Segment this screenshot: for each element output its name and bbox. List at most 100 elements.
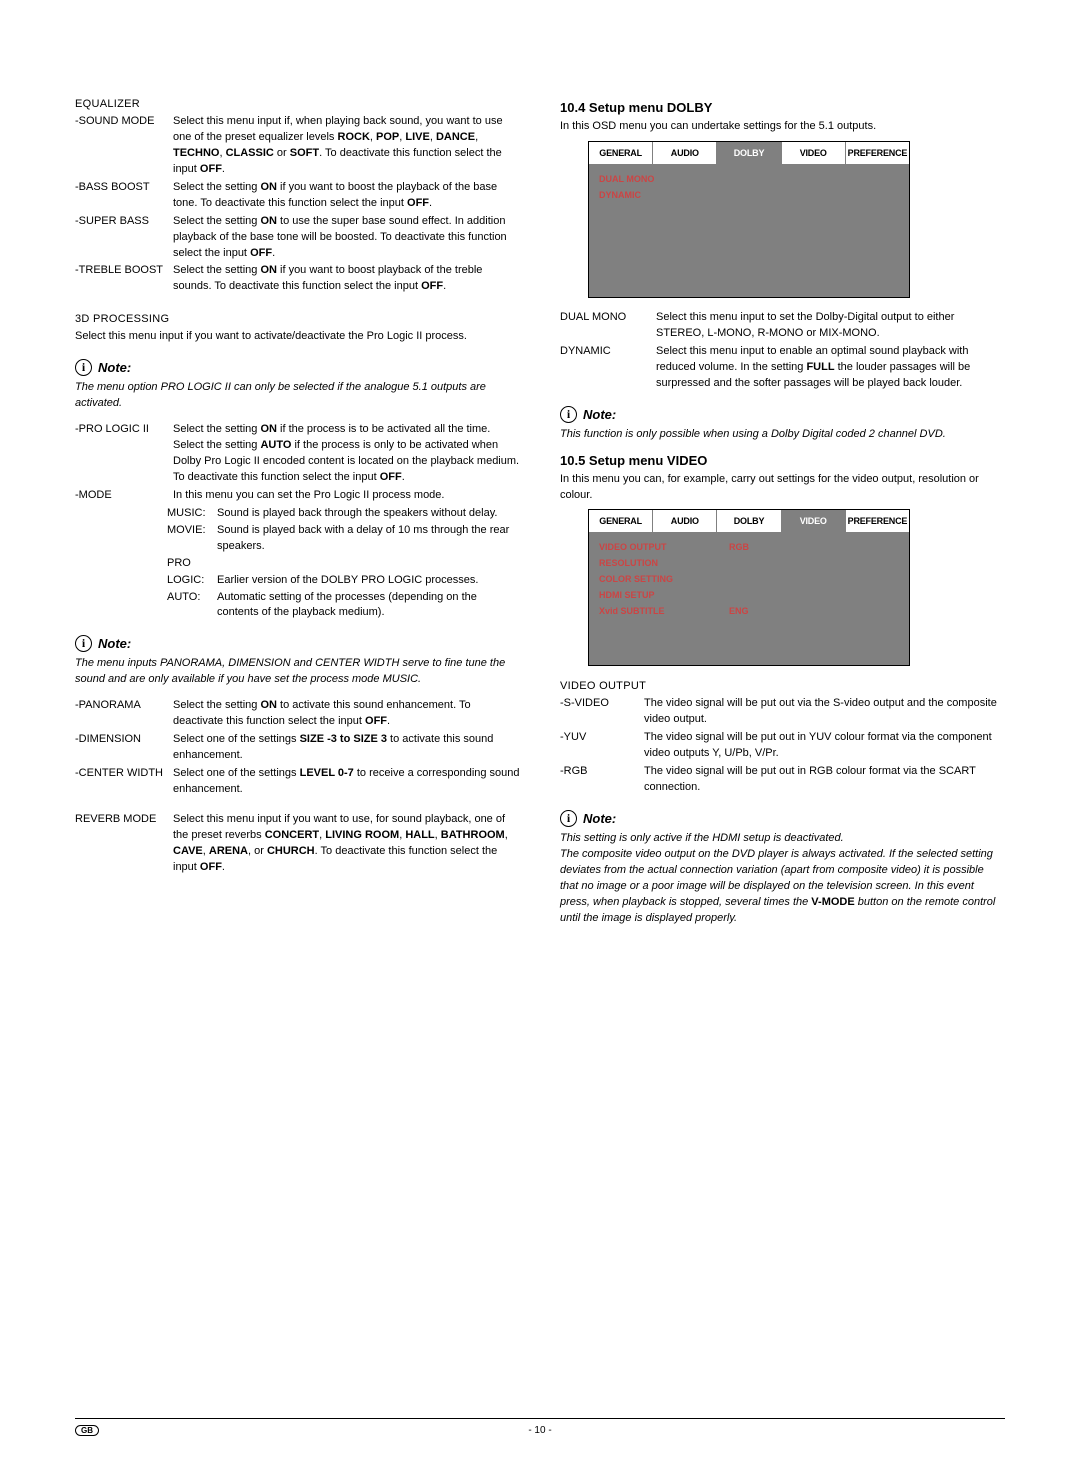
definition-body: Select one of the settings LEVEL 0-7 to … [173,766,520,798]
reverb-row: REVERB MODE Select this menu input if yo… [75,812,520,876]
3d-processing-title: 3D PROCESSING [75,313,520,325]
note-3-body: This function is only possible when usin… [560,427,1005,443]
osd-tab[interactable]: VIDEO [782,510,846,533]
osd-item-value: ENG [729,603,749,619]
definition-label: -S-VIDEO [560,696,644,728]
info-icon: i [75,359,92,376]
definition-label: -PRO LOGIC II [75,422,173,486]
osd-item-label: HDMI SETUP [599,587,729,603]
page-content: EQUALIZER -SOUND MODESelect this menu in… [0,0,1080,987]
footer: GB - 10 - [75,1418,1005,1436]
osd-tab[interactable]: PREFERENCE [846,142,909,165]
left-column: EQUALIZER -SOUND MODESelect this menu in… [75,90,520,937]
osd-tabs: GENERALAUDIODOLBYVIDEOPREFERENCE [589,142,909,165]
reverb-body: Select this menu input if you want to us… [173,812,520,876]
osd-tab[interactable]: AUDIO [653,510,717,533]
sub-row: AUTO:Automatic setting of the processes … [167,590,520,622]
osd-tab[interactable]: GENERAL [589,142,653,165]
definition-label: DUAL MONO [560,310,656,342]
osd-tab[interactable]: VIDEO [782,142,846,165]
osd-row[interactable]: RESOLUTION [599,555,899,571]
sub-body: Automatic setting of the processes (depe… [217,590,520,622]
sub-row: MUSIC:Sound is played back through the s… [167,506,520,522]
right-column: 10.4 Setup menu DOLBY In this OSD menu y… [560,90,1005,937]
definition-body: Select the setting ON if the process is … [173,422,520,486]
definition-label: -TREBLE BOOST [75,263,173,295]
definition-body: Select the setting ON to activate this s… [173,698,520,730]
definition-label: -PANORAMA [75,698,173,730]
note-2-body: The menu inputs PANORAMA, DIMENSION and … [75,656,520,688]
osd-tab[interactable]: PREFERENCE [846,510,909,533]
definition-row: -CENTER WIDTHSelect one of the settings … [75,766,520,798]
panorama-list: -PANORAMASelect the setting ON to activa… [75,698,520,798]
definition-label: -SOUND MODE [75,114,173,178]
definition-label: -RGB [560,764,644,796]
definition-row: -TREBLE BOOSTSelect the setting ON if yo… [75,263,520,295]
definition-label: -YUV [560,730,644,762]
osd-row[interactable]: HDMI SETUP [599,587,899,603]
definition-row: -PRO LOGIC IISelect the setting ON if th… [75,422,520,486]
osd-item-label: VIDEO OUTPUT [599,539,729,555]
sub-label: AUTO: [167,590,217,622]
definition-row: -RGBThe video signal will be put out in … [560,764,1005,796]
osd-item-label: Xvid SUBTITLE [599,603,729,619]
heading-105-sub: In this menu you can, for example, carry… [560,472,1005,504]
definition-row: -SOUND MODESelect this menu input if, wh… [75,114,520,178]
sub-row: LOGIC:Earlier version of the DOLBY PRO L… [167,573,520,589]
definition-row: DYNAMICSelect this menu input to enable … [560,344,1005,392]
definition-body: Select one of the settings SIZE -3 to SI… [173,732,520,764]
osd-tab[interactable]: AUDIO [653,142,717,165]
info-icon: i [560,810,577,827]
osd-row[interactable]: VIDEO OUTPUTRGB [599,539,899,555]
info-icon: i [560,406,577,423]
definition-row: -YUVThe video signal will be put out in … [560,730,1005,762]
note-4-body: This setting is only active if the HDMI … [560,831,1005,927]
definition-body: Select this menu input if, when playing … [173,114,520,178]
osd-body: VIDEO OUTPUTRGBRESOLUTIONCOLOR SETTINGHD… [589,533,909,665]
definition-body: Select the setting ON to use the super b… [173,214,520,262]
osd-tab[interactable]: DOLBY [717,510,781,533]
definition-body: Select this menu input to enable an opti… [656,344,1005,392]
sub-body: Sound is played back through the speaker… [217,506,520,522]
definition-label: -BASS BOOST [75,180,173,212]
definition-body: The video signal will be put out in RGB … [644,764,1005,796]
sub-label: LOGIC: [167,573,217,589]
equalizer-title: EQUALIZER [75,98,520,110]
definition-body: In this menu you can set the Pro Logic I… [173,488,520,504]
osd-row[interactable]: DYNAMIC [599,187,899,203]
osd-row[interactable]: Xvid SUBTITLEENG [599,603,899,619]
note-2-head: i Note: [75,635,520,652]
note-1-head: i Note: [75,359,520,376]
footer-gb: GB [75,1425,99,1436]
note-1-body: The menu option PRO LOGIC II can only be… [75,380,520,412]
definition-row: -DIMENSIONSelect one of the settings SIZ… [75,732,520,764]
osd-item-label: RESOLUTION [599,555,729,571]
osd-row[interactable]: COLOR SETTING [599,571,899,587]
prologic-list: -PRO LOGIC IISelect the setting ON if th… [75,422,520,504]
note-4-label: Note: [583,811,616,826]
osd-body: DUAL MONODYNAMIC [589,165,909,297]
note-3-label: Note: [583,407,616,422]
definition-label: -MODE [75,488,173,504]
osd-tab[interactable]: DOLBY [717,142,781,165]
definition-row: DUAL MONOSelect this menu input to set t… [560,310,1005,342]
osd-tab[interactable]: GENERAL [589,510,653,533]
definition-label: -DIMENSION [75,732,173,764]
sub-body [217,556,520,572]
osd-item-label: DYNAMIC [599,187,729,203]
osd-row[interactable]: DUAL MONO [599,171,899,187]
definition-label: -SUPER BASS [75,214,173,262]
definition-row: -S-VIDEOThe video signal will be put out… [560,696,1005,728]
mode-sublist: MUSIC:Sound is played back through the s… [75,506,520,622]
definition-body: Select the setting ON if you want to boo… [173,180,520,212]
equalizer-list: -SOUND MODESelect this menu input if, wh… [75,114,520,295]
sub-body: Sound is played back with a delay of 10 … [217,523,520,555]
heading-104-sub: In this OSD menu you can undertake setti… [560,119,1005,135]
reverb-label: REVERB MODE [75,812,173,876]
definition-row: -SUPER BASSSelect the setting ON to use … [75,214,520,262]
sub-body: Earlier version of the DOLBY PRO LOGIC p… [217,573,520,589]
definition-label: -CENTER WIDTH [75,766,173,798]
note-1-label: Note: [98,360,131,375]
info-icon: i [75,635,92,652]
definition-body: Select this menu input to set the Dolby-… [656,310,1005,342]
